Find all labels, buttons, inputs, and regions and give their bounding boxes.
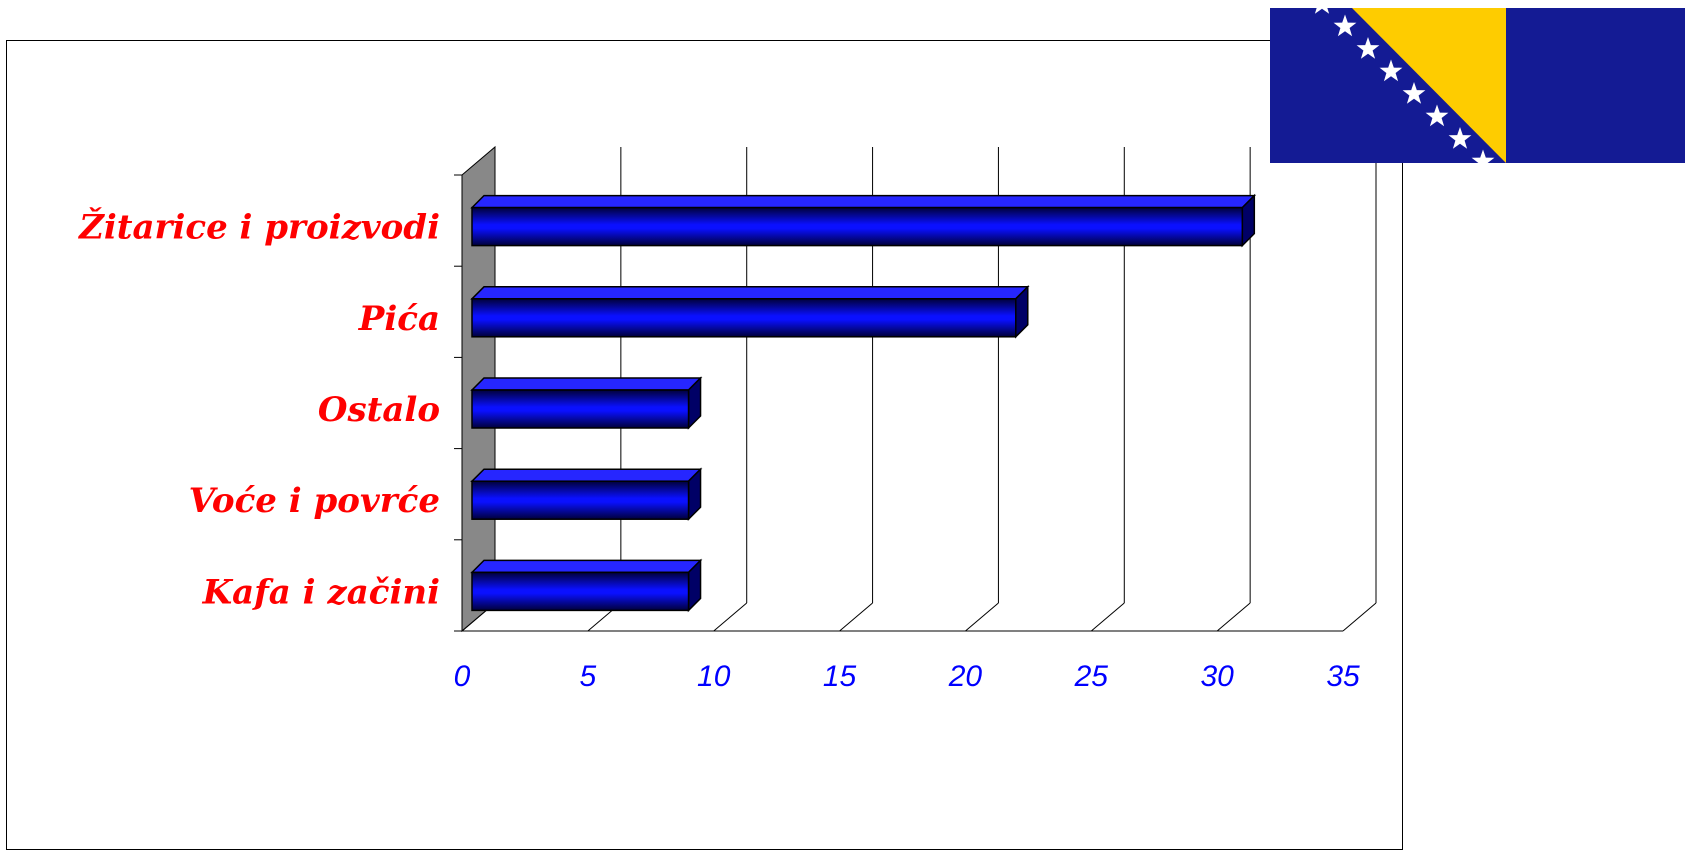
bar-top (470, 559, 703, 574)
flag-star (1333, 14, 1357, 37)
category-label: Voće i povrće (189, 481, 440, 521)
bar-front (471, 298, 1017, 338)
flag-star (1425, 104, 1449, 127)
category-label: Pića (358, 299, 440, 339)
flag-bosnia-and-herzegovina-icon (1270, 0, 1685, 172)
bar (470, 193, 1257, 248)
x-tick-label: 0 (454, 660, 471, 693)
flag-star (1471, 149, 1495, 172)
x-tick-label: 30 (1200, 660, 1234, 693)
floor-gridline (1216, 602, 1251, 632)
x-tick-label: 35 (1326, 660, 1360, 693)
bar (470, 376, 703, 430)
bar-front (471, 206, 1244, 247)
x-tick-label: 15 (823, 660, 857, 693)
floor-gridline (713, 602, 748, 632)
floor-gridline (839, 602, 873, 632)
bar (470, 558, 703, 613)
bars-layer (470, 193, 1257, 613)
chart-frame (6, 40, 1403, 850)
x-tick-label: 25 (1074, 660, 1109, 693)
x-tick-label: 10 (697, 660, 731, 693)
category-label: Žitarice i proizvodi (77, 207, 440, 248)
category-label: Ostalo (318, 390, 440, 430)
flag-star (1310, 0, 1334, 14)
bar-top (470, 286, 1030, 300)
flag-star (1379, 59, 1403, 82)
x-tick-label: 20 (948, 660, 983, 693)
floor-gridline (1090, 602, 1125, 632)
bar-front (471, 480, 690, 520)
bar-top (470, 194, 1257, 209)
bar (470, 467, 703, 522)
floor-gridline (965, 602, 999, 632)
bar (470, 284, 1030, 339)
flag-star (1356, 37, 1380, 59)
bar-top (470, 468, 703, 482)
flag-star (1448, 127, 1472, 149)
x-tick-label: 5 (580, 660, 597, 693)
floor-gridline (1342, 602, 1377, 632)
labels-layer: 0 5 10 15 20 25 30 35 Žitarice i proizvodi Pića Os… (77, 207, 1360, 693)
flag-star (1402, 82, 1426, 104)
category-label: Kafa i začini (202, 572, 440, 612)
bar-top (470, 377, 703, 391)
bar-front (471, 571, 690, 612)
bar-front (471, 389, 690, 429)
